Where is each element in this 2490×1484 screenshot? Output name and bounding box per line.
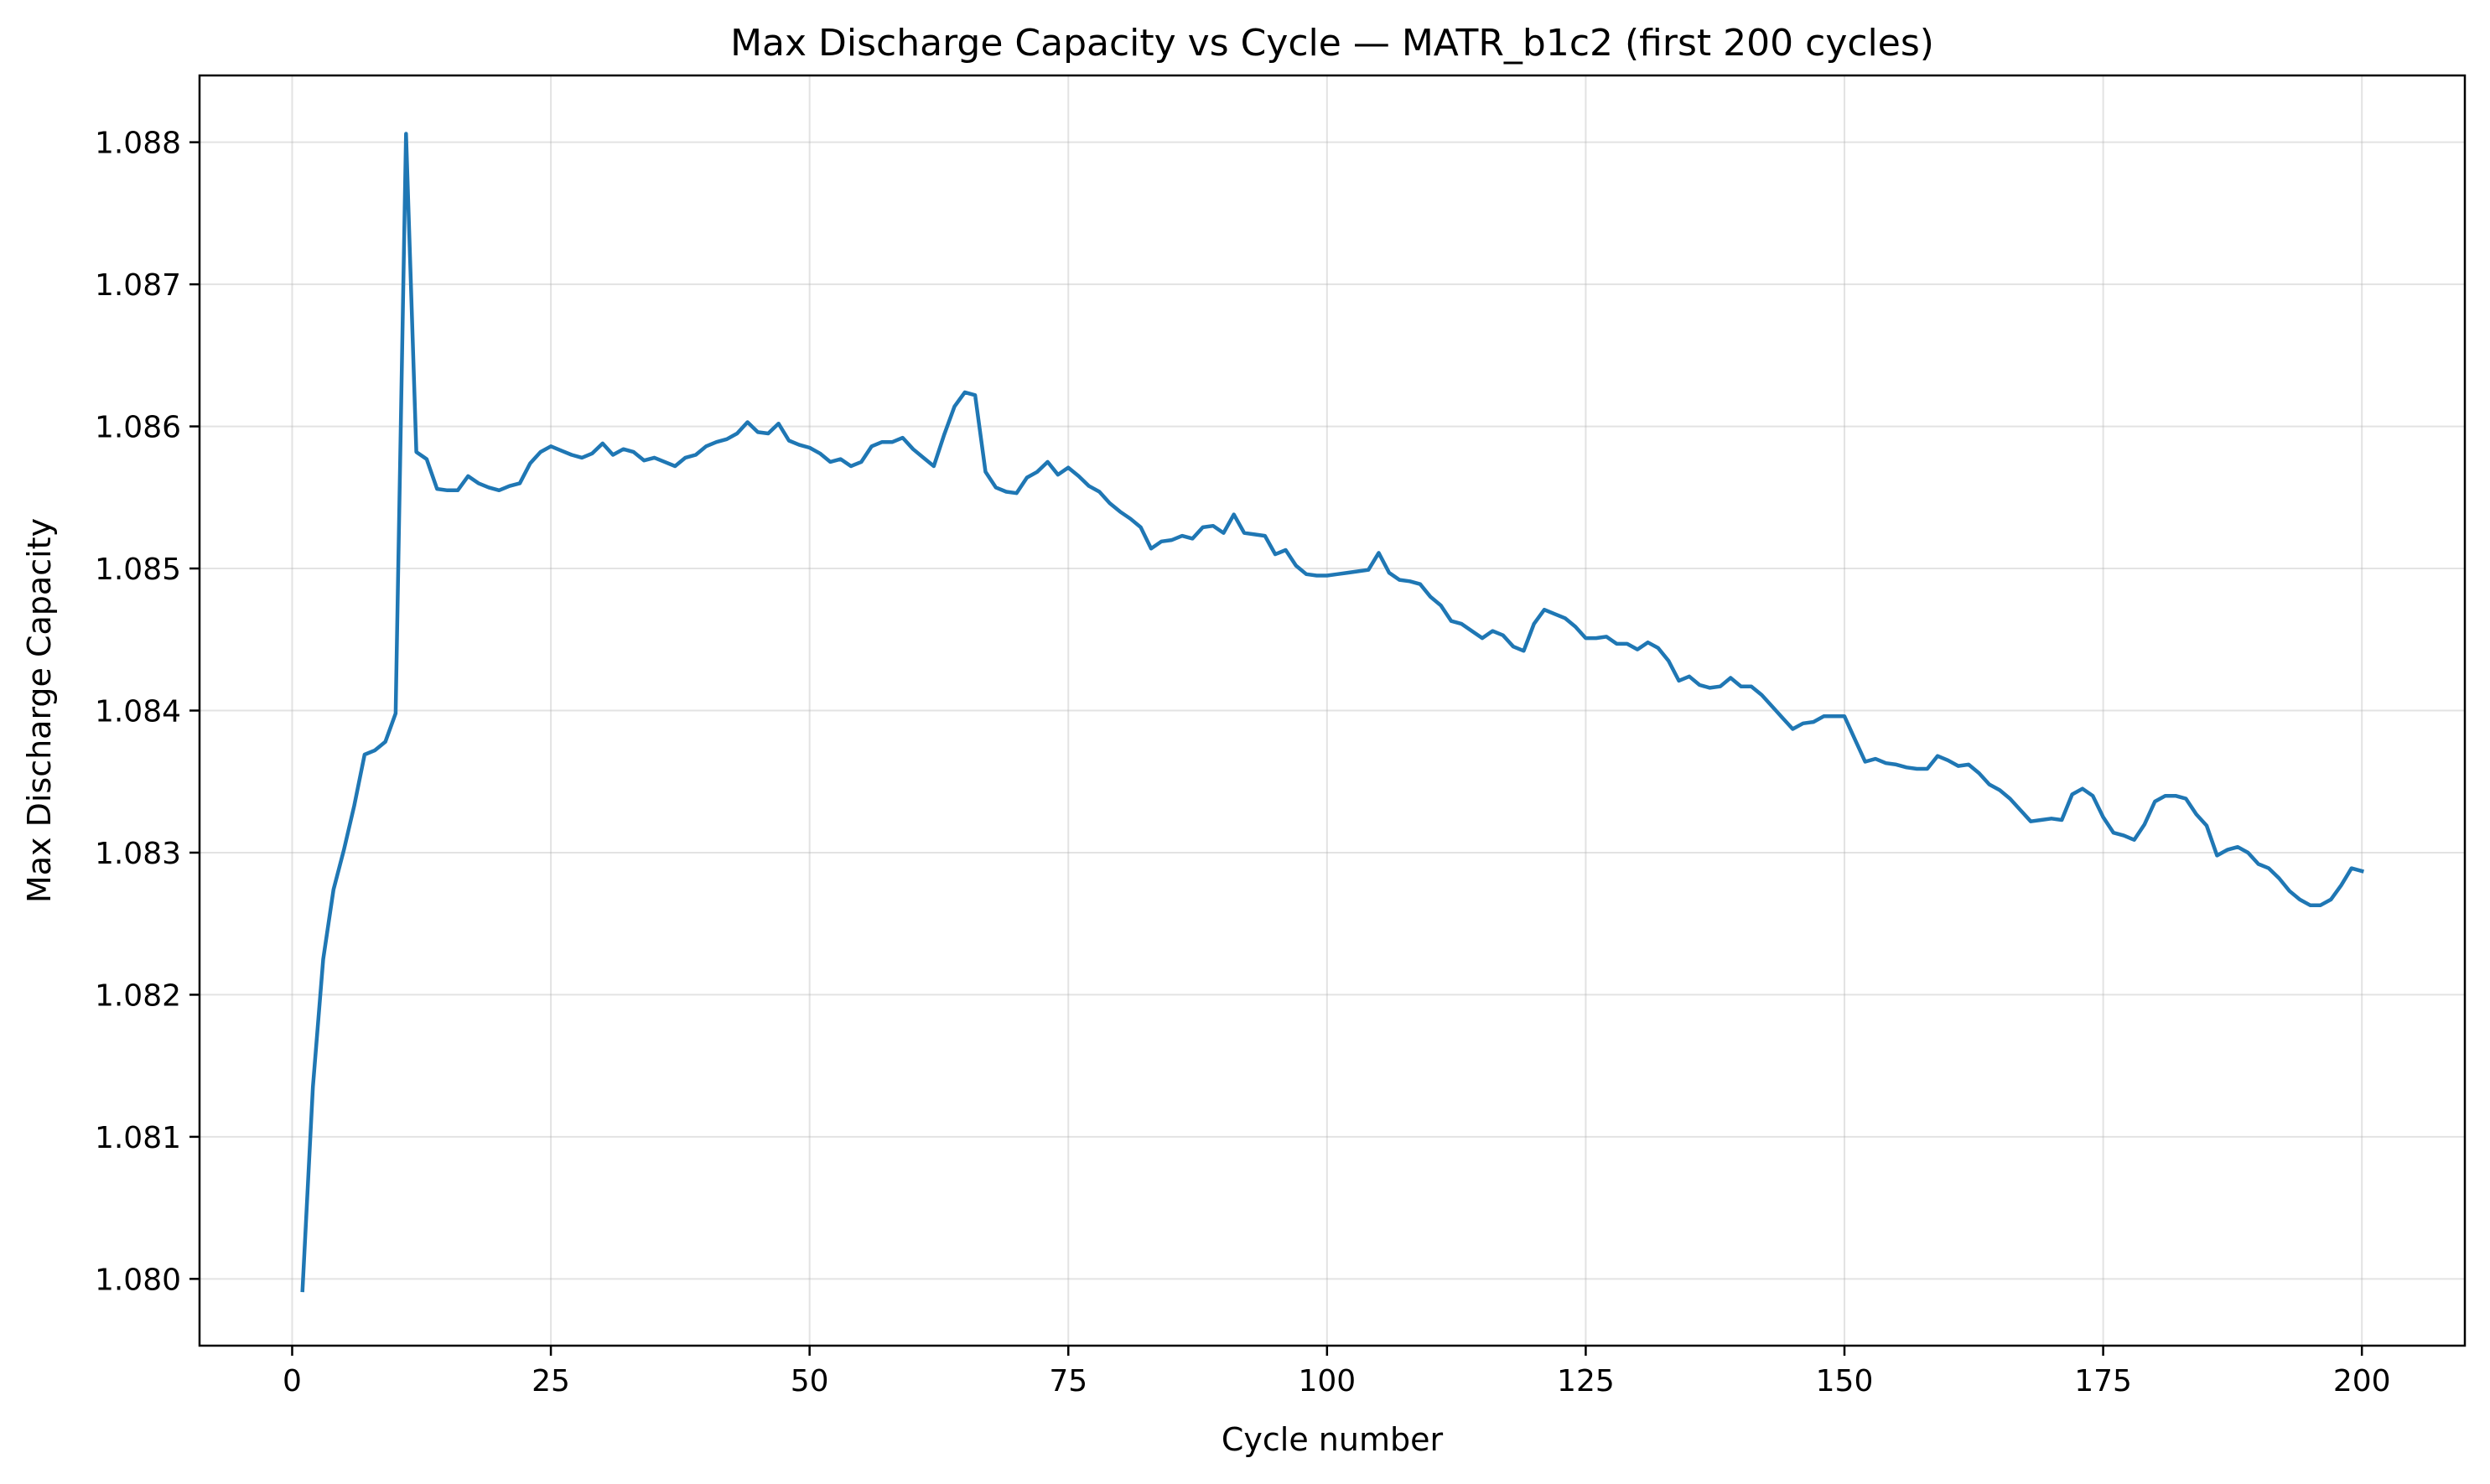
x-tick-label: 175 [2074,1364,2132,1398]
y-tick-label: 1.086 [95,411,181,445]
y-tick-label: 1.084 [95,695,181,729]
series-layer [300,132,2364,1293]
x-tick-label: 50 [791,1364,829,1398]
y-tick-label: 1.080 [95,1263,181,1297]
x-tick-label: 125 [1557,1364,1615,1398]
y-tick-label: 1.088 [95,127,181,161]
y-tick-label: 1.085 [95,553,181,587]
x-tick-label: 150 [1816,1364,1874,1398]
ticks: 0 25 50 75 100 125 150 175 200 1.080 1.081 1.082 1.0… [95,127,2391,1398]
y-tick-label: 1.081 [95,1121,181,1155]
y-tick-label: 1.082 [95,978,181,1013]
x-tick-label: 100 [1298,1364,1356,1398]
grid [200,75,2465,1346]
series-line [300,132,2364,1293]
x-axis-label: Cycle number [1222,1421,1444,1458]
y-axis-label: Max Discharge Capacity [21,518,58,903]
x-tick-label: 0 [283,1364,302,1398]
x-tick-label: 75 [1049,1364,1087,1398]
x-tick-label: 25 [532,1364,570,1398]
y-tick-label: 1.087 [95,268,181,303]
y-tick-label: 1.083 [95,837,181,871]
x-tick-label: 200 [2333,1364,2391,1398]
chart-title: Max Discharge Capacity vs Cycle — MATR_b… [730,22,1934,65]
